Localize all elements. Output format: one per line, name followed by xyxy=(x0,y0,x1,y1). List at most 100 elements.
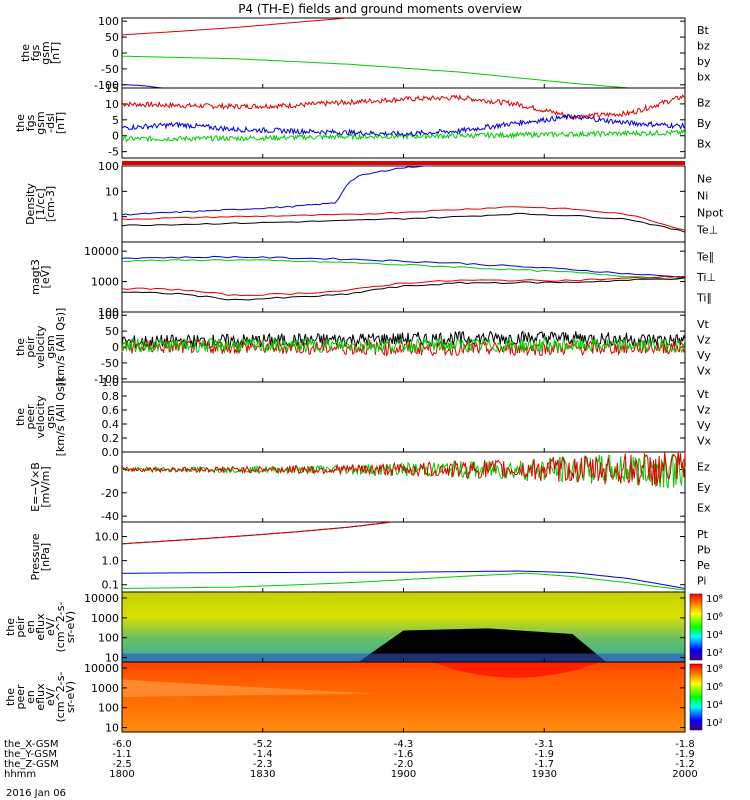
ephem-value: -1.1 xyxy=(112,749,132,760)
y-axis-label-line: sr-eV) xyxy=(64,681,77,713)
y-axis-label-line: [eV] xyxy=(39,266,52,289)
ephem-value: -4.3 xyxy=(394,739,414,750)
y-axis-label: thepeirvelocitygsm[km/s (All Qs)] xyxy=(14,308,67,387)
y-tick-label: 10 xyxy=(105,652,119,665)
ephem-value: -1.2 xyxy=(675,759,695,770)
colorbar-tick-label: 10⁸ xyxy=(706,664,723,675)
date-label: 2016 Jan 06 xyxy=(6,788,66,799)
ephem-value: -1.9 xyxy=(675,749,695,760)
y-tick-label: -5 xyxy=(108,146,119,159)
y-axis-label-line: en xyxy=(24,620,37,634)
panel-p5: 100 50 0 -50 -100 thepeirvelocitygsm[km/s (Al… xyxy=(14,308,712,387)
series-bz xyxy=(121,17,348,36)
y-tick-label: 15 xyxy=(105,82,119,95)
y-tick-label: 0 xyxy=(112,341,119,354)
y-axis-label-line: eflux xyxy=(34,683,47,711)
y-axis-label-line: (cm^2-s- xyxy=(54,672,67,723)
ephem-value: -1.9 xyxy=(534,749,554,760)
spectrogram-hot-region xyxy=(431,662,601,678)
ephem-value: 1830 xyxy=(250,769,275,780)
y-tick-label: 1000 xyxy=(91,682,119,695)
y-axis-label-line: Pressure xyxy=(29,533,42,580)
y-tick-label: 0 xyxy=(112,464,119,477)
quality-flag-bar xyxy=(122,161,685,165)
panel-p2: 15 10 5 0 -5 thefgsgsm-dsl[nT] Bz By Bx xyxy=(14,82,712,159)
ephem-label: the_Y-GSM xyxy=(4,749,57,760)
y-axis-label-line: the xyxy=(14,338,27,356)
y-tick-label: 0.1 xyxy=(102,579,120,592)
y-tick-label: 0.6 xyxy=(102,404,120,417)
series-Ne xyxy=(121,206,686,231)
legend-Bt: Bt xyxy=(697,24,710,37)
legend-Npot: Npot xyxy=(697,207,724,220)
series-Bz xyxy=(121,93,686,120)
legend-Ne: Ne xyxy=(697,173,712,186)
panel-frame-p1 xyxy=(121,17,686,89)
y-tick-label: 100 xyxy=(98,309,119,322)
legend-Te⊥: Te⊥ xyxy=(696,224,718,237)
page-title: P4 (TH-E) fields and ground moments over… xyxy=(238,2,522,16)
series-Te⊥ xyxy=(121,275,685,297)
y-axis-label-line: peer xyxy=(14,684,27,710)
panel-frame-p8 xyxy=(121,521,686,593)
legend-Pe: Pe xyxy=(697,559,710,572)
panel-p7: 0 -20 -40 E=−V×B[mV/m] Ez Ey Ex xyxy=(29,451,711,523)
y-axis-label-line: velocity xyxy=(34,325,47,368)
series-Pb xyxy=(121,521,393,545)
y-tick-label: -100 xyxy=(94,79,119,92)
colorbar-tick-label: 10⁸ xyxy=(706,594,723,605)
y-tick-label: 1000 xyxy=(91,276,119,289)
y-tick-label: 10 xyxy=(105,98,119,111)
legend-Vy: Vy xyxy=(697,349,711,362)
y-tick-label: 100 xyxy=(98,632,119,645)
y-axis-label-line: [nPa] xyxy=(39,543,52,571)
series-Ti⊥ xyxy=(121,255,686,278)
y-axis-label-line: velocity xyxy=(34,395,47,438)
colorbar-tick-label: 10⁴ xyxy=(706,630,723,641)
colorbar-tick-label: 10² xyxy=(706,648,723,659)
ephem-value: -1.4 xyxy=(253,749,273,760)
spectrogram-low-band xyxy=(122,653,685,662)
ephem-value: -1.7 xyxy=(534,759,554,770)
legend-Vx: Vx xyxy=(697,364,712,377)
y-axis-label-line: en xyxy=(24,690,37,704)
y-axis-label-line: E=−V×B xyxy=(29,462,42,512)
y-axis-label-line: peir xyxy=(24,336,37,358)
y-tick-label: 10000 xyxy=(84,662,119,675)
series-bx xyxy=(122,84,162,89)
y-tick-label: 0.0 xyxy=(102,446,120,459)
series-Pt xyxy=(121,521,393,545)
legend-Ex: Ex xyxy=(697,502,711,515)
legend-Vy: Vy xyxy=(697,419,711,432)
y-axis-label-line: gsm xyxy=(34,111,47,134)
panel-p9: 10⁸ 10⁶ 10⁴ 10² 10000 1000 100 10 thepeireneflux… xyxy=(4,591,723,665)
series-Ez xyxy=(121,451,686,487)
y-tick-label: -50 xyxy=(101,357,119,370)
y-axis-label: E=−V×B[mV/m] xyxy=(29,462,52,512)
series-Pi xyxy=(122,570,686,589)
y-tick-label: 0.2 xyxy=(102,432,120,445)
y-tick-label: 50 xyxy=(105,31,119,44)
y-tick-label: 10.0 xyxy=(95,531,120,544)
y-axis-label-line: the xyxy=(14,114,27,132)
ephem-value: -3.1 xyxy=(534,739,554,750)
y-axis-label: Pressure[nPa] xyxy=(29,533,52,580)
legend-Ti∥: Ti∥ xyxy=(696,292,712,305)
y-tick-label: 100 xyxy=(98,702,119,715)
y-axis-label-line: Density xyxy=(24,183,37,225)
ephem-value: -6.0 xyxy=(112,739,132,750)
ephem-value: -2.0 xyxy=(394,759,414,770)
series-Ni xyxy=(121,212,686,233)
legend-Vt: Vt xyxy=(697,318,710,331)
legend-Vz: Vz xyxy=(697,403,711,416)
legend-Bx: Bx xyxy=(697,138,712,151)
y-tick-label: 0 xyxy=(112,47,119,60)
panel-p4: 10000 1000 100 magt3[eV] Te∥ Ti⊥ Ti∥ xyxy=(29,241,716,319)
panel-frame-p2 xyxy=(121,87,686,159)
ephem-value: 1930 xyxy=(532,769,557,780)
y-axis-label: Density[1/cc][cm-3] xyxy=(24,183,57,225)
y-tick-label: -40 xyxy=(101,510,119,523)
y-axis-label-line: [cm-3] xyxy=(44,186,57,222)
spectrogram-p10 xyxy=(122,662,685,732)
ephem-value: 1900 xyxy=(391,769,416,780)
